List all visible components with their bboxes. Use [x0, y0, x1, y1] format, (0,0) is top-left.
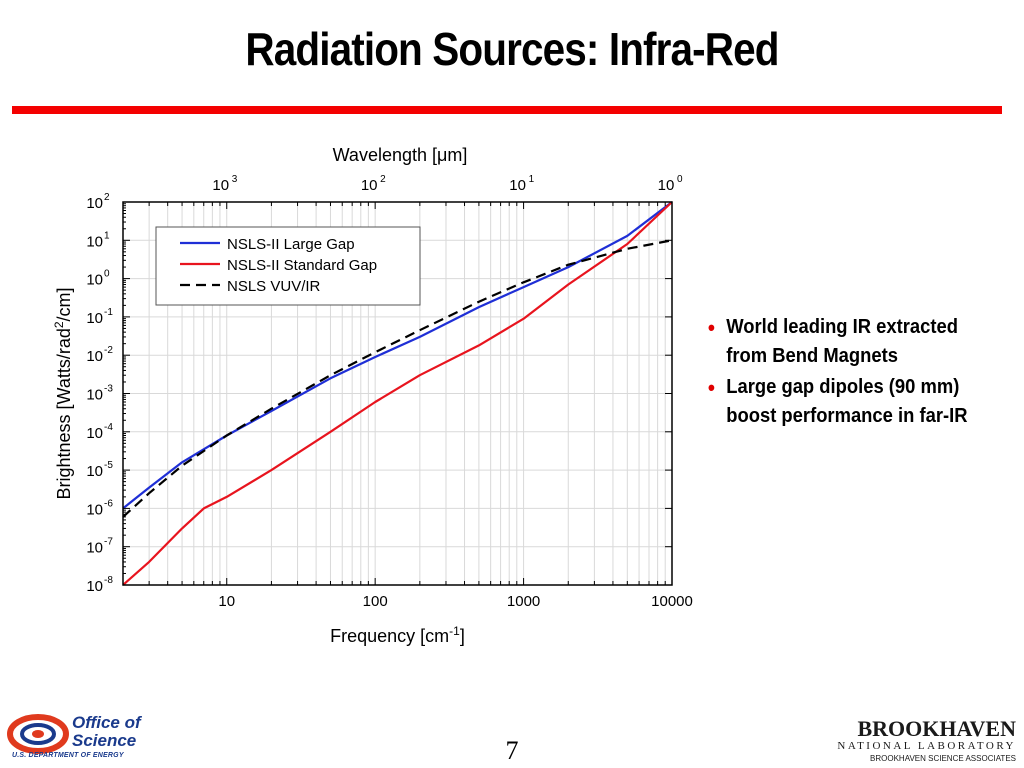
series-line-nsls-ii-large-gap: [122, 201, 673, 510]
top-tick-label: 10: [509, 177, 526, 194]
y-tick-label: 10: [86, 463, 103, 480]
bullet-text: Large gap dipoles (90 mm) boost performa…: [726, 376, 968, 427]
doe-logo-icon: [7, 714, 69, 754]
x-tick-label: 100: [363, 593, 388, 610]
bullet-text: World leading IR extracted from Bend Mag…: [726, 316, 958, 367]
y-tick-exponent: -7: [104, 537, 113, 548]
slide-title: Radiation Sources: Infra-Red: [245, 23, 779, 75]
legend-box: [155, 226, 421, 306]
bullet-item: • Large gap dipoles (90 mm) boost perform…: [706, 373, 991, 431]
y-axis-label: Brightness [Watts/rad2/cm]: [52, 287, 74, 499]
y-tick-exponent: -3: [104, 384, 113, 395]
bnl-associates: BROOKHAVEN SCIENCE ASSOCIATES: [870, 754, 1016, 763]
y-tick-label: 10: [86, 578, 103, 595]
bullet-dot-icon: •: [707, 375, 715, 400]
y-tick-exponent: -8: [104, 575, 113, 586]
y-tick-exponent: -5: [104, 460, 113, 471]
bullet-item: • World leading IR extracted from Bend Ma…: [706, 313, 991, 371]
doe-line1: Office of: [72, 713, 141, 732]
doe-line2: Science: [72, 731, 137, 750]
legend-label: NSLS-II Standard Gap: [227, 257, 377, 274]
top-tick-exponent: 3: [232, 174, 238, 185]
top-axis-label: Wavelength [μm]: [333, 145, 468, 165]
y-tick-label: 10: [86, 425, 103, 442]
top-tick-exponent: 1: [529, 174, 535, 185]
legend-label: NSLS-II Large Gap: [227, 236, 355, 253]
top-tick-exponent: 2: [380, 174, 386, 185]
top-tick-label: 10: [212, 177, 229, 194]
title-divider-bar: [12, 106, 1002, 114]
top-tick-exponent: 0: [677, 174, 683, 185]
page-number: 7: [505, 736, 519, 765]
doe-subtitle: U.S. DEPARTMENT OF ENERGY: [12, 752, 124, 759]
top-tick-label: 10: [361, 177, 378, 194]
legend-label: NSLS VUV/IR: [227, 278, 321, 295]
y-tick-label: 10: [86, 233, 103, 250]
y-tick-label: 10: [86, 348, 103, 365]
y-tick-exponent: 2: [104, 192, 110, 203]
y-tick-exponent: -4: [104, 422, 113, 433]
top-tick-label: 10: [658, 177, 675, 194]
y-tick-label: 10: [86, 540, 103, 557]
bullet-dot-icon: •: [707, 315, 715, 340]
plot-frame: [122, 201, 673, 586]
x-axis-label: Frequency [cm-1]: [330, 624, 465, 646]
y-tick-label: 10: [86, 310, 103, 327]
series-line-nsls-ii-standard-gap: [122, 201, 673, 586]
y-tick-label: 10: [86, 195, 103, 212]
y-tick-exponent: -1: [104, 307, 113, 318]
y-tick-exponent: -2: [104, 345, 113, 356]
x-tick-label: 10000: [651, 593, 693, 610]
doe-office-of-science: Office of Science: [72, 714, 141, 750]
bnl-logo-lab: NATIONAL LABORATORY: [837, 740, 1016, 752]
y-tick-label: 10: [86, 387, 103, 404]
x-tick-label: 10: [218, 593, 235, 610]
y-tick-exponent: -6: [104, 498, 113, 509]
bnl-logo-name: BROOKHAVEN: [857, 716, 1016, 741]
bullet-list: • World leading IR extracted from Bend Ma…: [706, 313, 1016, 433]
y-tick-label: 10: [86, 272, 103, 289]
series-line-nsls-vuv-ir: [122, 239, 673, 518]
y-tick-exponent: 1: [104, 230, 110, 241]
y-tick-exponent: 0: [104, 269, 110, 280]
x-tick-label: 1000: [507, 593, 540, 610]
y-tick-label: 10: [86, 501, 103, 518]
